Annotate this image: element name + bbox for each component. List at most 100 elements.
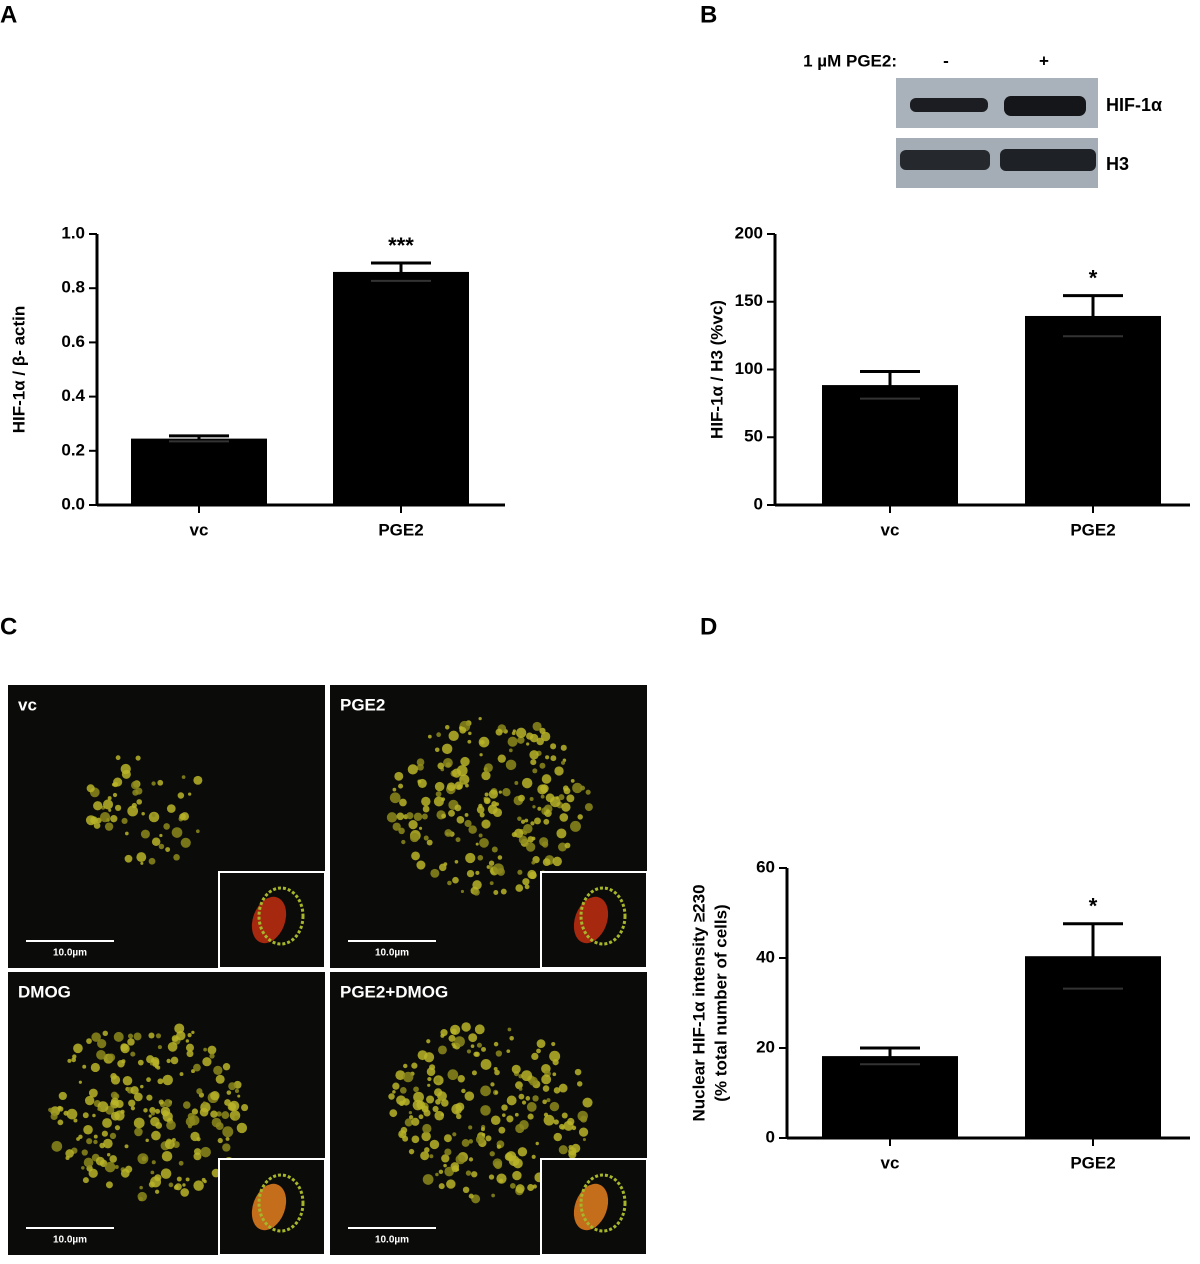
cell-signal	[210, 1091, 220, 1101]
x-tick-label: PGE2	[378, 520, 423, 539]
cell-signal	[394, 771, 404, 781]
cell-signal	[468, 1125, 473, 1130]
cell-signal	[563, 787, 571, 795]
cell-signal	[434, 781, 445, 792]
cell-signal	[148, 811, 160, 823]
cell-signal	[57, 1119, 64, 1126]
cell-signal	[127, 1038, 135, 1046]
cell-signal	[179, 813, 186, 821]
cell-signal	[413, 1091, 424, 1103]
cell-signal	[518, 794, 525, 802]
cell-signal	[151, 781, 156, 786]
cell-signal	[488, 860, 495, 866]
cell-signal	[456, 816, 465, 824]
cell-signal	[127, 805, 139, 817]
cell-signal	[481, 770, 491, 781]
cell-signal	[166, 1058, 171, 1064]
cell-signal	[78, 1134, 83, 1139]
cell-signal	[536, 1039, 546, 1049]
cell-signal	[120, 1109, 125, 1114]
cell-signal	[190, 1131, 200, 1142]
cell-signal	[491, 1193, 495, 1198]
cell-signal	[543, 818, 550, 825]
cell-signal	[408, 1148, 415, 1155]
cell-signal	[514, 828, 524, 838]
cell-signal	[395, 1070, 406, 1081]
x-tick-label: vc	[881, 1153, 900, 1172]
cell-signal	[104, 822, 114, 831]
cell-signal	[490, 1115, 501, 1126]
y-tick-label: 0.2	[61, 440, 85, 459]
cell-signal	[131, 780, 140, 790]
cell-signal	[203, 1179, 207, 1184]
cell-signal	[443, 1163, 447, 1168]
cell-signal	[545, 809, 550, 814]
cell-signal	[542, 1085, 550, 1092]
cell-signal	[497, 754, 506, 763]
cell-signal	[543, 1114, 555, 1126]
cell-signal	[193, 775, 203, 785]
cell-signal	[154, 1064, 159, 1069]
cell-signal	[193, 1152, 202, 1161]
y-axis-label: HIF-1α / H3 (%vc)	[707, 300, 726, 439]
cell-signal	[540, 784, 549, 793]
cell-signal	[114, 1125, 121, 1131]
cell-signal	[468, 1193, 474, 1199]
cell-signal	[527, 836, 534, 843]
inset-cytoplasm	[579, 1173, 627, 1233]
cell-signal	[488, 1174, 495, 1180]
cell-signal	[496, 1173, 507, 1184]
panel-label: D	[700, 613, 717, 640]
cell-signal	[448, 730, 459, 742]
cell-signal	[141, 811, 145, 816]
cell-signal	[506, 1095, 517, 1106]
cell-signal	[488, 789, 498, 799]
micrograph-label: vc	[18, 695, 37, 714]
cell-signal	[456, 1113, 462, 1120]
cell-signal	[451, 1165, 459, 1173]
cell-signal	[181, 775, 186, 779]
cell-signal	[411, 851, 420, 861]
y-tick-label: 0	[766, 1127, 775, 1146]
cell-signal	[157, 779, 164, 786]
cell-signal	[97, 1039, 107, 1049]
cell-signal	[473, 1051, 479, 1057]
cell-signal	[582, 1137, 586, 1142]
cell-signal	[185, 1039, 190, 1043]
cell-signal	[186, 1050, 194, 1058]
cell-signal	[148, 1032, 155, 1039]
cell-signal	[466, 869, 475, 878]
cell-signal	[448, 809, 455, 817]
cell-signal	[511, 1064, 521, 1074]
cell-signal	[558, 1145, 568, 1155]
cell-signal	[85, 815, 97, 826]
y-tick-label: 0	[754, 494, 763, 513]
cell-signal	[151, 1160, 156, 1165]
bar	[1025, 315, 1161, 505]
scale-label: 10.0µm	[53, 1235, 87, 1246]
cell-signal	[523, 830, 528, 835]
cell-signal	[162, 1111, 173, 1122]
cell-signal	[148, 857, 156, 865]
cell-signal	[148, 1114, 152, 1118]
cell-signal	[514, 781, 519, 785]
cell-signal	[101, 1130, 108, 1137]
cell-signal	[413, 812, 423, 821]
cell-signal	[510, 1183, 516, 1189]
cell-signal	[437, 1045, 447, 1055]
cell-signal	[155, 1033, 162, 1039]
cell-signal	[151, 813, 156, 817]
cell-signal	[515, 1081, 523, 1090]
y-tick-label: 0.4	[61, 386, 85, 405]
cell-signal	[426, 1095, 435, 1104]
cell-signal	[227, 1102, 237, 1111]
cell-signal	[570, 820, 581, 832]
cell-signal	[480, 1105, 491, 1116]
cell-signal	[228, 1082, 237, 1091]
cell-signal	[571, 1143, 581, 1153]
cell-signal	[576, 1081, 583, 1087]
y-axis-label: (% total number of cells)	[711, 904, 730, 1101]
cell-signal	[471, 1171, 478, 1178]
cell-signal	[93, 1134, 98, 1139]
cell-signal	[489, 881, 494, 886]
